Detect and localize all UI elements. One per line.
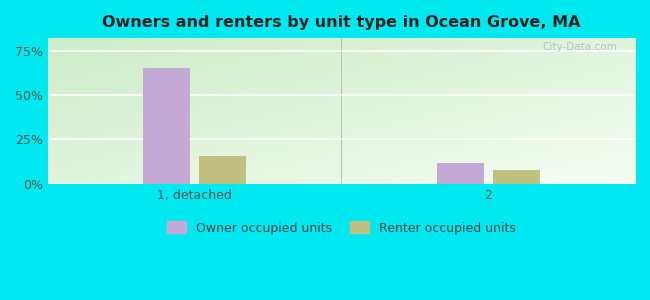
Bar: [200, 156, 246, 184]
Legend: Owner occupied units, Renter occupied units: Owner occupied units, Renter occupied un…: [162, 216, 521, 240]
Bar: [493, 170, 540, 184]
Bar: [143, 68, 190, 184]
Title: Owners and renters by unit type in Ocean Grove, MA: Owners and renters by unit type in Ocean…: [102, 15, 580, 30]
Text: City-Data.com: City-Data.com: [543, 43, 618, 52]
Bar: [437, 163, 484, 184]
